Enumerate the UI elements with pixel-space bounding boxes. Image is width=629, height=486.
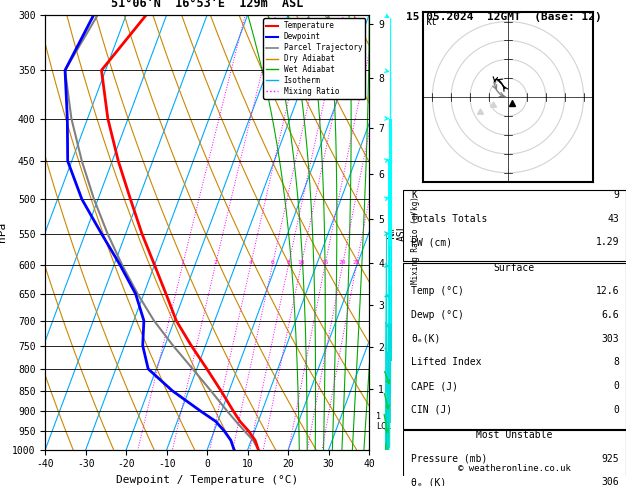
- Bar: [403, 190, 626, 261]
- Text: 6.6: 6.6: [601, 310, 619, 320]
- Text: 51°06'N  16°53'E  129m  ASL: 51°06'N 16°53'E 129m ASL: [111, 0, 303, 10]
- Text: 0: 0: [613, 381, 619, 391]
- Text: Temp (°C): Temp (°C): [411, 286, 464, 296]
- Text: 1.29: 1.29: [596, 238, 619, 247]
- Text: 1
LCL: 1 LCL: [376, 412, 391, 431]
- Text: 925: 925: [601, 454, 619, 464]
- Bar: [403, 262, 626, 429]
- Text: θₑ(K): θₑ(K): [411, 334, 441, 344]
- Text: θₑ (K): θₑ (K): [411, 477, 447, 486]
- Text: 4: 4: [248, 260, 252, 265]
- Text: 9: 9: [613, 190, 619, 200]
- Text: Most Unstable: Most Unstable: [476, 430, 552, 440]
- Text: 8: 8: [613, 357, 619, 367]
- Text: 20: 20: [339, 260, 347, 265]
- Text: 0: 0: [613, 405, 619, 415]
- Text: 12.6: 12.6: [596, 286, 619, 296]
- Bar: [403, 430, 626, 486]
- Text: 1: 1: [181, 260, 184, 265]
- Text: © weatheronline.co.uk: © weatheronline.co.uk: [458, 465, 571, 473]
- Text: 2: 2: [213, 260, 217, 265]
- Text: Totals Totals: Totals Totals: [411, 214, 488, 224]
- Legend: Temperature, Dewpoint, Parcel Trajectory, Dry Adiabat, Wet Adiabat, Isotherm, Mi: Temperature, Dewpoint, Parcel Trajectory…: [263, 18, 365, 99]
- Text: PW (cm): PW (cm): [411, 238, 453, 247]
- Text: CAPE (J): CAPE (J): [411, 381, 459, 391]
- Text: 43: 43: [608, 214, 619, 224]
- Text: CIN (J): CIN (J): [411, 405, 453, 415]
- Text: Pressure (mb): Pressure (mb): [411, 454, 488, 464]
- Text: K: K: [411, 190, 418, 200]
- Text: 10: 10: [298, 260, 305, 265]
- Text: 8: 8: [287, 260, 291, 265]
- Text: 15: 15: [321, 260, 329, 265]
- Text: 15.05.2024  12GMT  (Base: 12): 15.05.2024 12GMT (Base: 12): [406, 12, 601, 22]
- Text: 306: 306: [601, 477, 619, 486]
- Text: Dewp (°C): Dewp (°C): [411, 310, 464, 320]
- Text: Lifted Index: Lifted Index: [411, 357, 482, 367]
- Y-axis label: hPa: hPa: [0, 222, 6, 242]
- Text: Mixing Ratio (g/kg): Mixing Ratio (g/kg): [411, 196, 420, 284]
- Text: Surface: Surface: [494, 262, 535, 273]
- Text: 25: 25: [353, 260, 360, 265]
- Text: 6: 6: [270, 260, 274, 265]
- Text: kt: kt: [426, 17, 438, 27]
- Text: 303: 303: [601, 334, 619, 344]
- X-axis label: Dewpoint / Temperature (°C): Dewpoint / Temperature (°C): [116, 475, 298, 485]
- Y-axis label: km
ASL: km ASL: [386, 223, 407, 241]
